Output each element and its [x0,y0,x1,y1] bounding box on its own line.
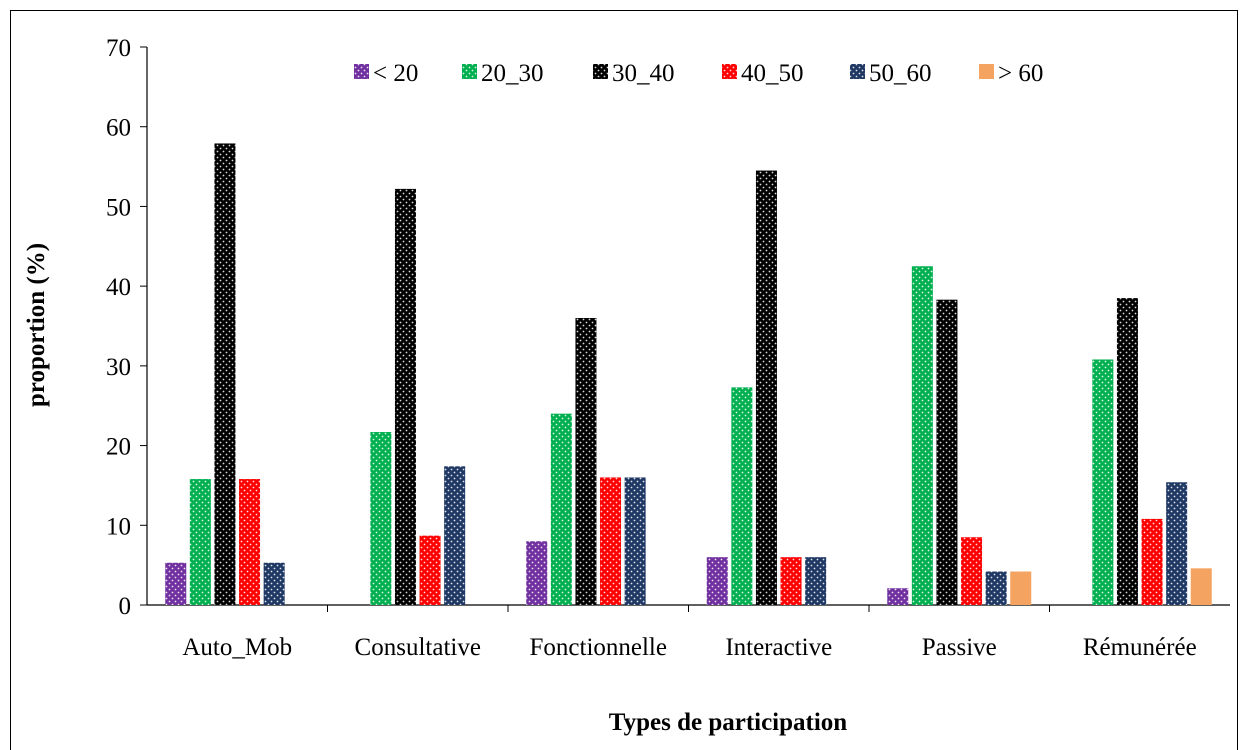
bar-2030-interactive [731,387,753,605]
bar-3040-automob [214,143,236,605]
legend-label: 50_60 [869,60,932,87]
bar-2030-automob [189,479,211,605]
y-tick-label: 10 [106,513,131,540]
y-tick-label: 60 [106,115,131,142]
legend-swatch [850,64,865,79]
y-tick-label: 0 [119,593,132,620]
y-tick-label: 40 [106,274,131,301]
bar-20-passive [887,588,909,605]
bar-20-interactive [706,557,728,605]
x-category-label: Rémunérée [1083,634,1197,661]
y-tick-label: 20 [106,434,131,461]
x-category-label: Passive [922,634,997,661]
legend-swatch [354,64,369,79]
legend-label: > 60 [998,60,1043,87]
legend-label: 20_30 [481,60,544,87]
bar-5060-interactive [805,557,827,605]
bar-2030-fonctionnelle [550,413,572,605]
bar-3040-rmunre [1116,298,1138,605]
legend-swatch [593,64,608,79]
x-axis-title: Types de participation [609,709,848,736]
axes: 0 10 20 30 40 50 60 70 Auto_Mob Consultative Fonct… [106,35,1230,661]
bar-2030-passive [911,266,933,605]
y-tick-label: 30 [106,354,131,381]
bar-2030-consultative [370,432,392,605]
bar-5060-consultative [444,466,466,605]
y-axis-title: proportion (%) [23,243,50,407]
legend-label: 40_50 [741,60,804,87]
bar-3040-interactive [755,170,777,606]
bar-3040-fonctionnelle [575,318,597,605]
legend-label: < 20 [373,60,418,87]
bar-3040-passive [936,299,958,605]
bar-4050-rmunre [1141,518,1163,605]
bar-4050-interactive [780,557,802,605]
bar-5060-fonctionnelle [624,477,646,605]
bar-4050-fonctionnelle [600,477,622,605]
bar-60-passive [1010,571,1032,605]
x-category-label: Auto_Mob [182,634,292,661]
bar-5060-rmunre [1166,482,1188,605]
bar-4050-automob [239,479,261,605]
legend: < 20 20_30 30_40 40_50 50_60 > 60 [354,60,1043,87]
x-category-label: Fonctionnelle [530,634,667,661]
bar-4050-passive [961,537,983,605]
x-category-label: Interactive [725,634,832,661]
legend-label: 30_40 [612,60,675,87]
y-tick-label: 50 [106,194,131,221]
legend-swatch [979,64,994,79]
bar-4050-consultative [419,535,441,605]
bars-group [165,143,1212,606]
bar-3040-consultative [394,188,416,606]
bar-5060-automob [263,562,285,605]
bar-60-rmunre [1190,568,1212,605]
bar-20-fonctionnelle [526,541,548,605]
legend-swatch [722,64,737,79]
x-category-label: Consultative [355,634,481,661]
y-tick-label: 70 [106,35,131,62]
bar-2030-rmunre [1092,359,1114,605]
bar-20-automob [165,562,187,605]
legend-swatch [462,64,477,79]
bar-5060-passive [985,571,1007,605]
chart-frame [10,10,1238,750]
